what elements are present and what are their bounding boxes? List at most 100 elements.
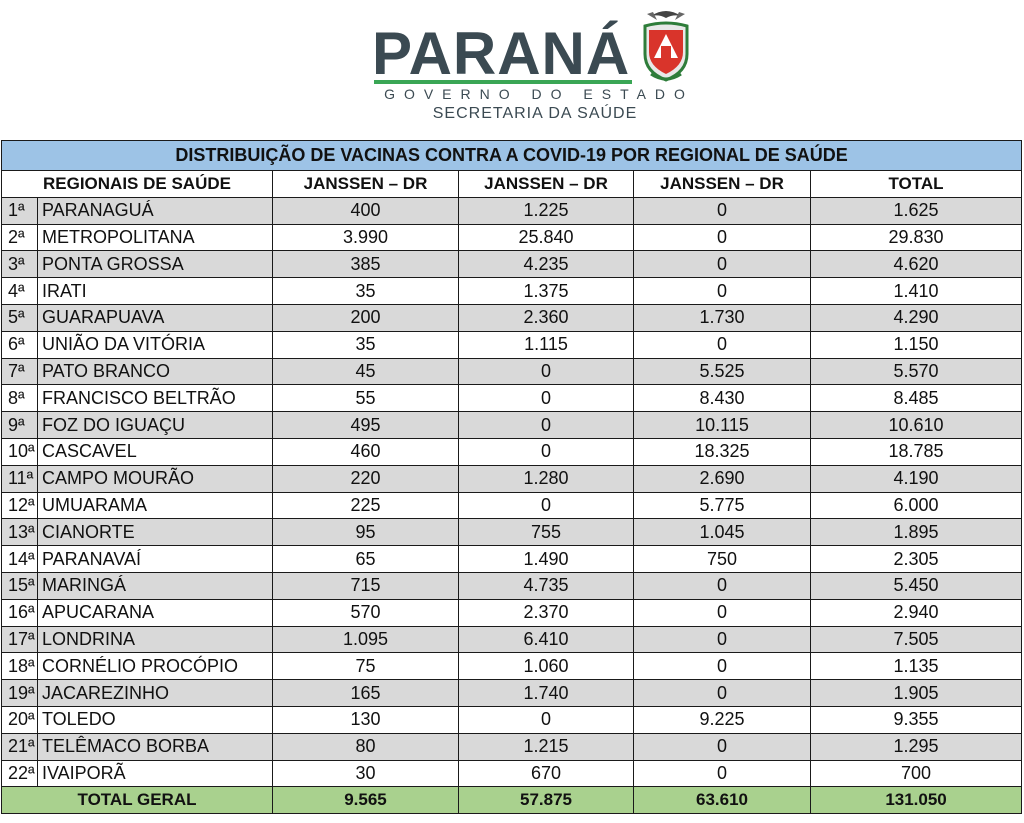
parana-coat-of-arms-icon [643, 11, 689, 82]
janssen-3-value: 0 [633, 598, 811, 627]
regional-ordinal: 4ª [1, 277, 38, 305]
total-value: 10.610 [809, 411, 1023, 439]
janssen-1-value: 130 [272, 705, 459, 734]
table-row: 20ª TOLEDO 130 0 9.225 9.355 [1, 705, 1023, 734]
regional-name: GUARAPUAVA [37, 303, 273, 332]
janssen-1-value: 165 [272, 679, 459, 707]
col-header-regionais: REGIONAIS DE SAÚDE [1, 170, 273, 198]
janssen-2-value: 670 [458, 759, 634, 788]
table-row: 17ª LONDRINA 1.095 6.410 0 7.505 [1, 625, 1023, 654]
logo-subtitle: GOVERNO DO ESTADO [384, 86, 694, 102]
janssen-1-value: 400 [272, 196, 459, 225]
janssen-3-value: 0 [633, 223, 811, 252]
table-row: 3ª PONTA GROSSA 385 4.235 0 4.620 [1, 250, 1023, 279]
regional-name: CAMPO MOURÃO [37, 464, 273, 493]
janssen-3-value: 8.430 [633, 384, 811, 413]
janssen-3-value: 0 [633, 277, 811, 305]
regional-ordinal: 7ª [1, 357, 38, 386]
janssen-2-value: 755 [458, 518, 634, 547]
janssen-3-value: 0 [633, 732, 811, 761]
regional-ordinal: 5ª [1, 303, 38, 332]
regional-ordinal: 8ª [1, 384, 38, 413]
janssen-1-value: 220 [272, 464, 459, 493]
regional-name: UMUARAMA [37, 491, 273, 520]
janssen-1-value: 460 [272, 437, 459, 466]
janssen-2-value: 0 [458, 491, 634, 520]
regional-name: IVAIPORÃ [37, 759, 273, 788]
regional-name: CIANORTE [37, 518, 273, 547]
janssen-2-value: 1.490 [458, 545, 634, 573]
janssen-3-value: 0 [633, 196, 811, 225]
total-janssen-1: 9.565 [272, 786, 459, 815]
regional-name: PARANAGUÁ [37, 196, 273, 225]
janssen-2-value: 2.360 [458, 303, 634, 332]
janssen-3-value: 0 [633, 250, 811, 279]
table-row: 7ª PATO BRANCO 45 0 5.525 5.570 [1, 357, 1023, 386]
regional-ordinal: 12ª [1, 491, 38, 520]
col-header-janssen-3: JANSSEN – DR [633, 170, 811, 198]
regional-ordinal: 19ª [1, 679, 38, 707]
total-value: 2.940 [809, 598, 1023, 627]
janssen-1-value: 1.095 [272, 625, 459, 654]
total-value: 1.135 [809, 652, 1023, 681]
table-row: 13ª CIANORTE 95 755 1.045 1.895 [1, 518, 1023, 547]
janssen-3-value: 0 [633, 571, 811, 600]
col-header-janssen-2: JANSSEN – DR [458, 170, 634, 198]
total-row: TOTAL GERAL 9.565 57.875 63.610 131.050 [1, 786, 1023, 815]
regional-name: JACAREZINHO [37, 679, 273, 707]
janssen-1-value: 3.990 [272, 223, 459, 252]
regional-ordinal: 13ª [1, 518, 38, 547]
total-value: 6.000 [809, 491, 1023, 520]
janssen-2-value: 0 [458, 705, 634, 734]
total-value: 29.830 [809, 223, 1023, 252]
janssen-3-value: 10.115 [633, 411, 811, 439]
table-row: 16ª APUCARANA 570 2.370 0 2.940 [1, 598, 1023, 627]
page-header: PARANÁ GOVERNO DO ESTADO SECRETARIA DA S… [0, 0, 1024, 138]
total-value: 4.190 [809, 464, 1023, 493]
janssen-2-value: 1.280 [458, 464, 634, 493]
parana-logo-wordmark: PARANÁ [372, 20, 631, 87]
janssen-2-value: 1.375 [458, 277, 634, 305]
janssen-3-value: 0 [633, 759, 811, 788]
col-header-total: TOTAL [809, 170, 1023, 198]
table-row: 5ª GUARAPUAVA 200 2.360 1.730 4.290 [1, 303, 1023, 332]
total-value: 1.905 [809, 679, 1023, 707]
regional-ordinal: 11ª [1, 464, 38, 493]
table-row: 22ª IVAIPORÃ 30 670 0 700 [1, 759, 1023, 788]
total-janssen-2: 57.875 [458, 786, 634, 815]
janssen-1-value: 75 [272, 652, 459, 681]
regional-name: MARINGÁ [37, 571, 273, 600]
table-row: 10ª CASCAVEL 460 0 18.325 18.785 [1, 437, 1023, 466]
janssen-3-value: 0 [633, 679, 811, 707]
janssen-2-value: 1.740 [458, 679, 634, 707]
regional-name: CASCAVEL [37, 437, 273, 466]
janssen-2-value: 1.115 [458, 330, 634, 359]
janssen-3-value: 1.045 [633, 518, 811, 547]
table-header-row: REGIONAIS DE SAÚDE JANSSEN – DR JANSSEN … [1, 170, 1023, 198]
total-value: 1.410 [809, 277, 1023, 305]
regional-name: TELÊMACO BORBA [37, 732, 273, 761]
regional-name: FOZ DO IGUAÇU [37, 411, 273, 439]
janssen-3-value: 2.690 [633, 464, 811, 493]
janssen-3-value: 5.775 [633, 491, 811, 520]
table-row: 9ª FOZ DO IGUAÇU 495 0 10.115 10.610 [1, 411, 1023, 439]
regional-ordinal: 16ª [1, 598, 38, 627]
regional-ordinal: 20ª [1, 705, 38, 734]
janssen-1-value: 45 [272, 357, 459, 386]
total-value: 5.450 [809, 571, 1023, 600]
regional-ordinal: 10ª [1, 437, 38, 466]
regional-ordinal: 15ª [1, 571, 38, 600]
janssen-2-value: 0 [458, 411, 634, 439]
total-value: 2.305 [809, 545, 1023, 573]
table-row: 1ª PARANAGUÁ 400 1.225 0 1.625 [1, 196, 1023, 225]
table-row: 2ª METROPOLITANA 3.990 25.840 0 29.830 [1, 223, 1023, 252]
janssen-1-value: 95 [272, 518, 459, 547]
table-title: DISTRIBUIÇÃO DE VACINAS CONTRA A COVID-1… [0, 140, 1023, 171]
table-row: 6ª UNIÃO DA VITÓRIA 35 1.115 0 1.150 [1, 330, 1023, 359]
secretaria-label: SECRETARIA DA SAÚDE [432, 105, 638, 122]
table-row: 18ª CORNÉLIO PROCÓPIO 75 1.060 0 1.135 [1, 652, 1023, 681]
regional-name: LONDRINA [37, 625, 273, 654]
total-value: 4.620 [809, 250, 1023, 279]
regional-ordinal: 21ª [1, 732, 38, 761]
table-row: 21ª TELÊMACO BORBA 80 1.215 0 1.295 [1, 732, 1023, 761]
